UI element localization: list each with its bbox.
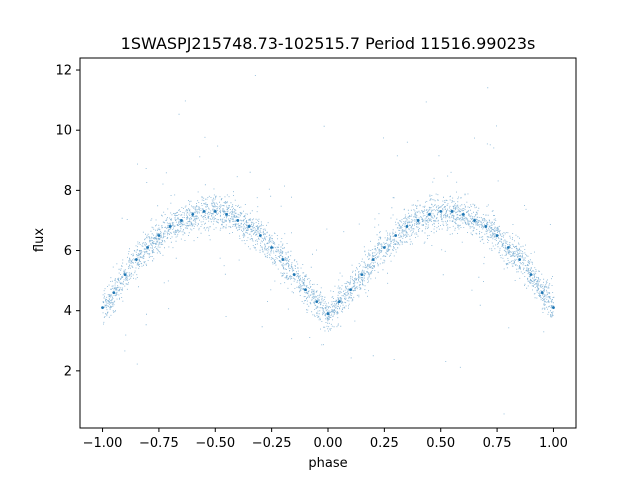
x-tick-label: 0.25 bbox=[370, 436, 399, 451]
axes: −1.00 −0.75 −0.50 −0.25 0.00 0.25 0.50 0.75 1.00… bbox=[55, 57, 577, 451]
x-tick-label: −0.25 bbox=[252, 436, 292, 451]
x-tick-label: 0.50 bbox=[426, 436, 455, 451]
x-axis-label: phase bbox=[308, 456, 347, 471]
data-point bbox=[518, 258, 522, 261]
x-tick-label: −0.50 bbox=[195, 436, 235, 451]
x-tick-label: 0.00 bbox=[314, 436, 343, 451]
y-tick-label: 10 bbox=[55, 124, 72, 139]
data-point bbox=[405, 225, 409, 228]
data-point bbox=[495, 234, 499, 237]
chart-title: 1SWASPJ215748.73-102515.7 Period 11516.9… bbox=[121, 34, 536, 53]
data-point bbox=[371, 258, 375, 261]
y-tick-label: 6 bbox=[64, 244, 72, 259]
y-axis-label: flux bbox=[32, 228, 47, 252]
x-tick-label: −0.75 bbox=[139, 436, 179, 451]
x-tick-label: 0.75 bbox=[483, 436, 512, 451]
x-tick-label: 1.00 bbox=[539, 436, 568, 451]
x-tick-label: −1.00 bbox=[83, 436, 123, 451]
data-point bbox=[112, 291, 116, 295]
y-tick-label: 12 bbox=[55, 64, 72, 79]
data-point bbox=[315, 300, 319, 304]
data-point bbox=[101, 306, 104, 310]
y-tick-label: 8 bbox=[64, 184, 72, 199]
data-point bbox=[168, 225, 172, 228]
data-point bbox=[439, 210, 443, 213]
scatter-points bbox=[101, 75, 555, 415]
data-point bbox=[236, 219, 240, 222]
y-tick-label: 4 bbox=[64, 304, 72, 319]
y-tick-label: 2 bbox=[64, 364, 72, 379]
